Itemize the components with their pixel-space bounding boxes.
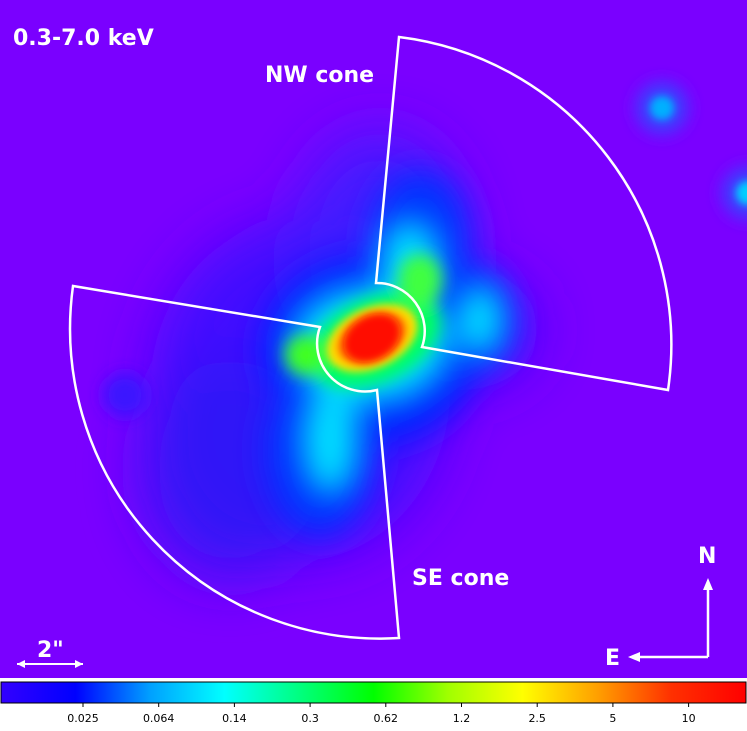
compass-east-label: E (605, 646, 620, 671)
colorbar-tick-label: 0.3 (301, 712, 319, 725)
point-source-2 (722, 167, 747, 219)
east-arrow-icon (628, 652, 640, 662)
se-cone-region (68, 284, 401, 640)
colorbar-tick-label: 10 (682, 712, 696, 725)
colorbar: 0.025 0.064 0.14 0.3 0.62 1.2 2.5 5 10 (0, 678, 747, 731)
colorbar-tick-label: 0.025 (67, 712, 99, 725)
compass-north-label: N (698, 544, 716, 569)
nw-cone-region (374, 35, 673, 392)
colorbar-tick-label: 1.2 (453, 712, 471, 725)
se-cone-label: SE cone (412, 566, 509, 591)
colorbar-tick-label: 0.064 (143, 712, 175, 725)
north-arrow-icon (703, 578, 713, 590)
compass: N E (605, 544, 716, 671)
nw-cone-label: NW cone (265, 63, 374, 88)
colorbar-ramp (0, 681, 747, 704)
colorbar-tick-label: 0.14 (222, 712, 247, 725)
colorbar-tick-label: 5 (609, 712, 616, 725)
energy-band-label: 0.3-7.0 keV (13, 26, 154, 51)
scale-bar-label: 2" (37, 638, 64, 663)
nucleus-core (343, 313, 401, 363)
point-source-1 (636, 82, 688, 134)
scale-bar: 2" (17, 638, 83, 668)
faint-source (103, 373, 147, 417)
emission-map (0, 0, 747, 678)
colorbar-tick-label: 0.62 (374, 712, 399, 725)
colorbar-tick-label: 2.5 (528, 712, 546, 725)
